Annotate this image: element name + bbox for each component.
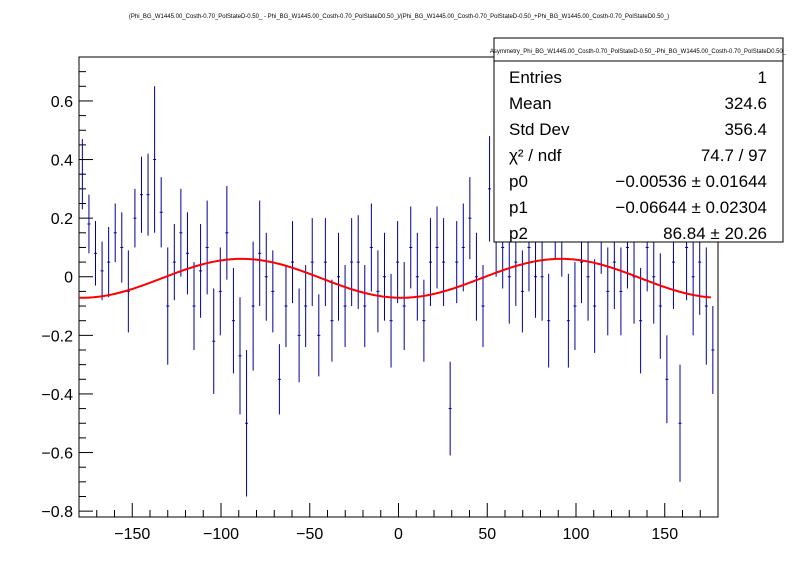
fit-curve — [79, 257, 711, 299]
stats-row-label: χ² / ndf — [509, 146, 562, 165]
stats-row-label: p2 — [509, 224, 528, 243]
stats-row-value: 1 — [758, 68, 767, 87]
stats-row-value: 74.7 / 97 — [701, 146, 767, 165]
y-tick-label: −0.4 — [41, 387, 73, 404]
x-tick-label: 50 — [478, 526, 496, 543]
y-tick-label: 0.2 — [51, 211, 73, 228]
x-tick-label: −150 — [114, 526, 150, 543]
y-tick-label: −0.8 — [41, 504, 73, 521]
y-tick-label: 0 — [64, 270, 73, 287]
stats-row-value: 324.6 — [724, 94, 767, 113]
stats-row-value: −0.00536 ± 0.01644 — [615, 172, 767, 191]
x-tick-label: 0 — [394, 526, 403, 543]
y-tick-label: −0.2 — [41, 328, 73, 345]
chart-title: (Phi_BG_W1445.00_Costh-0.70_PolStateD-0.… — [129, 14, 669, 20]
x-tick-label: 150 — [651, 526, 678, 543]
y-axis: −0.8 −0.6 −0.4 −0.2 0 0.2 0.4 0.6 — [41, 71, 93, 521]
stats-row-label: Std Dev — [509, 120, 570, 139]
stats-row-label: p0 — [509, 172, 528, 191]
stats-row-value: 356.4 — [724, 120, 767, 139]
stats-box-name: Asymmetry_Phi_BG_W1445.00_Costh-0.70_Pol… — [490, 49, 787, 55]
x-axis: −150 −100 −50 0 50 100 150 — [96, 503, 701, 543]
y-tick-label: 0.6 — [51, 94, 73, 111]
x-tick-label: 100 — [563, 526, 590, 543]
stats-row-label: Entries — [509, 68, 562, 87]
stats-rows: Entries 1 Mean 324.6 Std Dev 356.4 χ² / ndf 74.… — [509, 68, 767, 243]
x-tick-label: −50 — [296, 526, 323, 543]
stats-row-value: 86.84 ± 20.26 — [663, 224, 767, 243]
y-tick-label: −0.6 — [41, 446, 73, 463]
stats-box: Asymmetry_Phi_BG_W1445.00_Costh-0.70_Pol… — [490, 37, 787, 243]
stats-row-label: Mean — [509, 94, 552, 113]
stats-row-value: −0.06644 ± 0.02304 — [615, 198, 767, 217]
x-tick-label: −100 — [203, 526, 239, 543]
stats-box-frame — [493, 37, 784, 243]
stats-row-label: p1 — [509, 198, 528, 217]
y-tick-label: 0.4 — [51, 153, 73, 170]
data-points — [80, 86, 715, 497]
